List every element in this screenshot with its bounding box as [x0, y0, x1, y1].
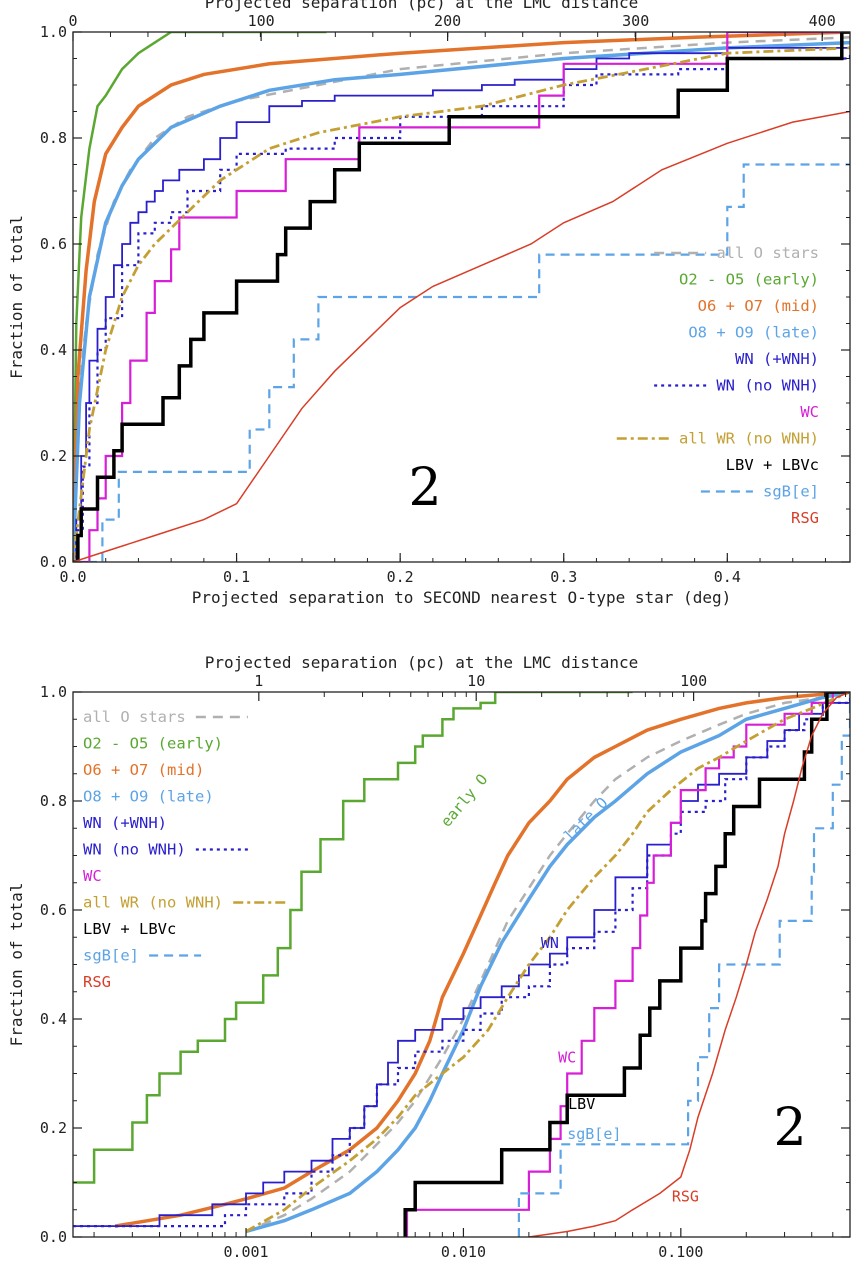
- y-tick-label: 0.0: [40, 1228, 67, 1246]
- annotation-lbv: LBV: [568, 1095, 595, 1113]
- y-tick-label: 0.4: [40, 1010, 67, 1028]
- legend-entry-wn-no-wnh: WN (no WNH): [716, 377, 819, 395]
- series-line-wn-wnh: [73, 47, 850, 562]
- legend-entry-o6-o7-mid: O6 + O7 (mid): [698, 297, 819, 315]
- annotation-wn: WN: [541, 934, 559, 952]
- series-line-lbv-lbvc: [403, 692, 850, 1237]
- x2-tick-label: 1: [254, 672, 263, 690]
- series-line-wn-wnh: [73, 692, 850, 1227]
- legend-entry-lbv-lbvc: LBV + LBVc: [83, 920, 176, 938]
- y-tick-label: 0.8: [40, 792, 67, 810]
- legend-entry-sgb-e: sgB[e]: [83, 947, 139, 965]
- series-line-o8-o9-late: [245, 692, 850, 1234]
- series-line-all-wr-no-wnh: [73, 46, 850, 562]
- series-line-rsg: [73, 110, 850, 562]
- series-line-all-wr-no-wnh: [245, 692, 850, 1233]
- legend-entry-sgb-e: sgB[e]: [763, 483, 819, 501]
- series-line-o8-o9-late: [73, 40, 850, 562]
- y-tick-label: 0.0: [40, 553, 67, 571]
- legend-entry-wc: WC: [800, 403, 819, 421]
- panel-number: 2: [773, 1098, 806, 1158]
- y-tick-label: 0.6: [40, 901, 67, 919]
- legend-entry-all-wr-no-wnh: all WR (no WNH): [83, 894, 223, 912]
- panel-number: 2: [408, 458, 441, 518]
- x-tick-label: 0.1: [223, 568, 250, 586]
- y-axis-title: Fraction of total: [7, 883, 26, 1047]
- legend-entry-lbv-lbvc: LBV + LBVc: [726, 456, 819, 474]
- x-tick-label: 0.4: [714, 568, 741, 586]
- x-axis-title: Projected separation to SECOND nearest O…: [192, 1263, 731, 1265]
- x2-axis-title: Projected separation (pc) at the LMC dis…: [205, 653, 638, 672]
- x-tick-label: 0.001: [223, 1243, 268, 1261]
- annotation-early-o: early O: [437, 771, 491, 831]
- y-tick-label: 1.0: [40, 683, 67, 701]
- legend-entry-o2-o5-early: O2 - O5 (early): [679, 271, 819, 289]
- x-tick-label: 0.0: [59, 568, 86, 586]
- legend-entry-wn-wnh: WN (+WNH): [735, 350, 819, 368]
- series-group: [73, 32, 850, 562]
- panel-top: 0.0 0.2 0.4 0.6 0.8 1.0 0.0 0.1 0.2 0.3 0.4 0 100 200…: [7, 0, 851, 607]
- series-group: [73, 692, 850, 1237]
- x2-tick-label: 0: [68, 12, 77, 30]
- panel-bottom: 0.0 0.2 0.4 0.6 0.8 1.0 0.001 0.010 0.100 1 10 100 P…: [7, 653, 851, 1265]
- y-tick-label: 0.8: [40, 129, 67, 147]
- x2-tick-label: 100: [680, 672, 707, 690]
- legend-entry-all-wr-no-wnh: all WR (no WNH): [679, 430, 819, 448]
- legend-entry-all-o-stars: all O stars: [83, 708, 186, 726]
- legend-entry-all-o-stars: all O stars: [716, 244, 819, 262]
- series-line-wc: [405, 692, 850, 1237]
- x2-tick-label: 10: [467, 672, 485, 690]
- x-tick-label: 0.100: [658, 1243, 703, 1261]
- series-line-sgb-e: [73, 163, 850, 562]
- annotation-late-o: late O: [560, 794, 611, 845]
- legend: all O stars O2 - O5 (early) O6 + O7 (mid) O…: [616, 244, 819, 527]
- legend: all O stars O2 - O5 (early) O6 + O7 (mid) O…: [83, 708, 286, 991]
- series-line-lbv-lbvc: [73, 32, 850, 562]
- annotation-wc: WC: [558, 1049, 576, 1067]
- x2-axis-title: Projected separation (pc) at the LMC dis…: [205, 0, 638, 12]
- legend-entry-wc: WC: [83, 867, 102, 885]
- x-axis-title: Projected separation to SECOND nearest O…: [192, 588, 731, 607]
- series-line-rsg: [528, 692, 850, 1237]
- legend-entry-o8-o9-late: O8 + O9 (late): [83, 788, 214, 806]
- x-tick-label: 0.3: [550, 568, 577, 586]
- y-tick-label: 0.6: [40, 235, 67, 253]
- legend-entry-o8-o9-late: O8 + O9 (late): [688, 324, 819, 342]
- x2-tick-label: 300: [622, 12, 649, 30]
- legend-entry-o2-o5-early: O2 - O5 (early): [83, 735, 223, 753]
- legend-entry-wn-wnh: WN (+WNH): [83, 814, 167, 832]
- x2-tick-label: 200: [434, 12, 461, 30]
- x2-tick-label: 400: [809, 12, 836, 30]
- legend-entry-wn-no-wnh: WN (no WNH): [83, 841, 186, 859]
- y-axis-title: Fraction of total: [7, 215, 26, 379]
- annotation-rsg: RSG: [672, 1188, 699, 1206]
- series-line-o6-o7-mid: [73, 32, 850, 562]
- y-tick-label: 0.4: [40, 341, 67, 359]
- x2-tick-label: 100: [248, 12, 275, 30]
- legend-entry-rsg: RSG: [791, 509, 819, 527]
- series-line-wn-no-wnh: [73, 53, 850, 562]
- y-tick-label: 0.2: [40, 1119, 67, 1137]
- series-line-o2-o5-early: [73, 692, 633, 1184]
- series-line-sgb-e: [517, 692, 850, 1237]
- x-tick-label: 0.2: [387, 568, 414, 586]
- annotation-sgb-e: sgB[e]: [567, 1125, 621, 1143]
- series-line-wn-no-wnh: [73, 692, 850, 1228]
- series-line-o2-o5-early: [73, 32, 327, 562]
- x-tick-label: 0.010: [441, 1243, 486, 1261]
- legend-entry-rsg: RSG: [83, 973, 111, 991]
- y-tick-label: 0.2: [40, 447, 67, 465]
- legend-entry-o6-o7-mid: O6 + O7 (mid): [83, 761, 204, 779]
- y-tick-label: 1.0: [40, 23, 67, 41]
- series-line-o6-o7-mid: [114, 692, 850, 1228]
